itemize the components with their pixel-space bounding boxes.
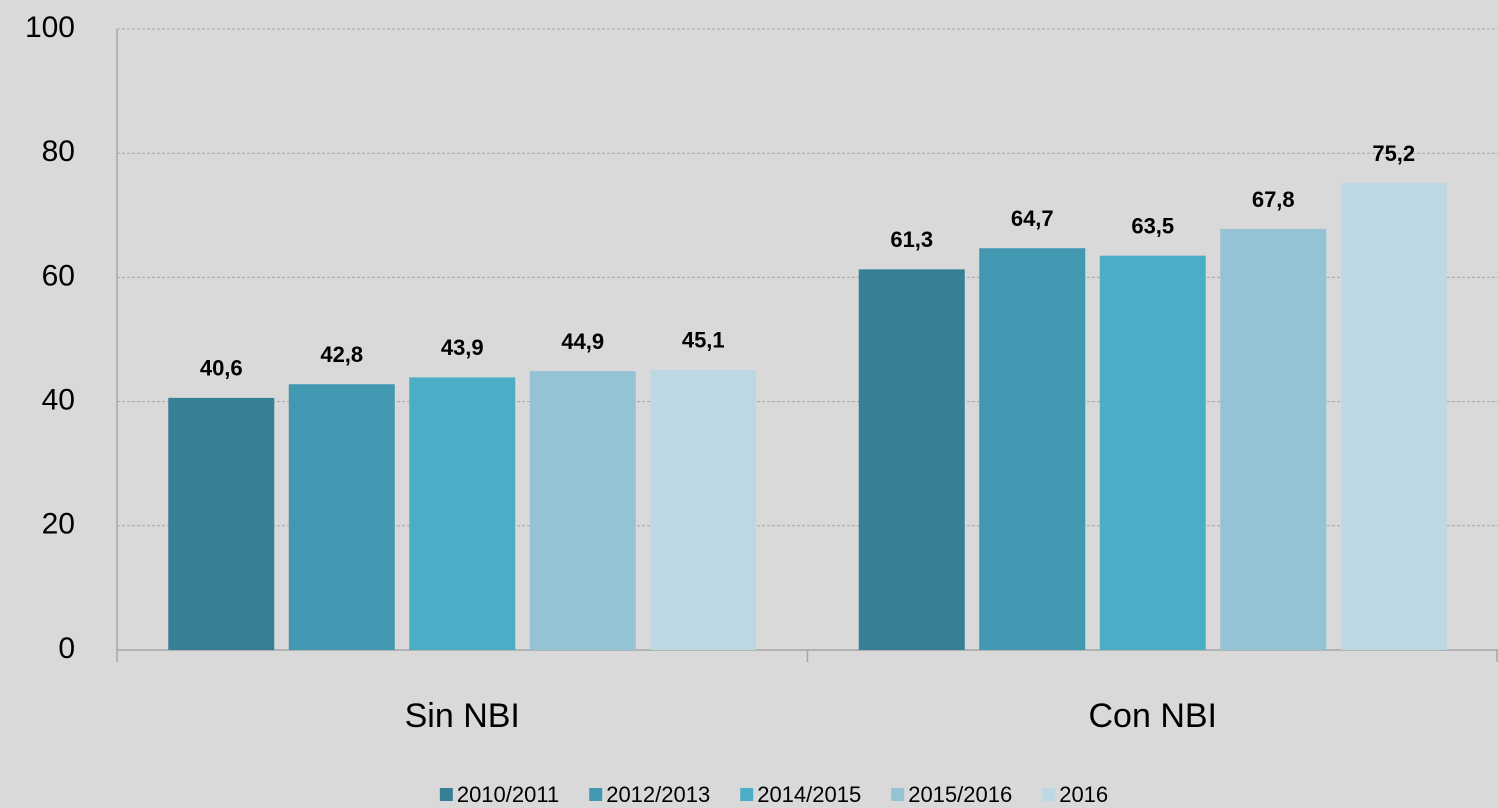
value-label: 42,8	[320, 342, 363, 367]
value-label: 40,6	[200, 356, 243, 381]
value-label: 44,9	[561, 329, 604, 354]
legend-label: 2010/2011	[457, 782, 559, 807]
x-tick-label: Con NBI	[1089, 697, 1218, 735]
legend-swatch	[891, 788, 905, 801]
legend-label: 2014/2015	[757, 782, 861, 807]
value-label: 64,7	[1011, 206, 1054, 231]
bar	[168, 397, 275, 650]
bar	[858, 269, 965, 650]
legend-label: 2016	[1059, 782, 1108, 807]
bar	[1220, 228, 1327, 650]
legend-swatch	[439, 788, 453, 801]
y-tick-label: 20	[42, 508, 75, 541]
bar	[979, 248, 1086, 650]
value-label: 63,5	[1131, 213, 1174, 238]
legend-label: 2015/2016	[908, 782, 1012, 807]
bar	[650, 369, 757, 650]
bar	[1340, 183, 1447, 650]
y-tick-label: 100	[25, 11, 75, 44]
y-tick-label: 40	[42, 384, 75, 417]
bar	[529, 371, 636, 650]
value-label: 45,1	[682, 328, 725, 353]
x-tick-label: Sin NBI	[405, 697, 520, 735]
value-label: 75,2	[1372, 141, 1415, 166]
legend-swatch	[589, 788, 603, 801]
legend-label: 2012/2013	[606, 782, 710, 807]
legend-swatch	[1042, 788, 1056, 801]
bar	[288, 384, 395, 650]
bar	[1099, 255, 1206, 651]
y-tick-label: 0	[58, 632, 75, 665]
y-tick-label: 80	[42, 135, 75, 168]
value-label: 67,8	[1252, 187, 1295, 212]
value-label: 61,3	[890, 227, 933, 252]
legend-swatch	[740, 788, 754, 801]
value-label: 43,9	[441, 335, 484, 360]
bar	[409, 377, 516, 650]
y-tick-label: 60	[42, 259, 75, 292]
